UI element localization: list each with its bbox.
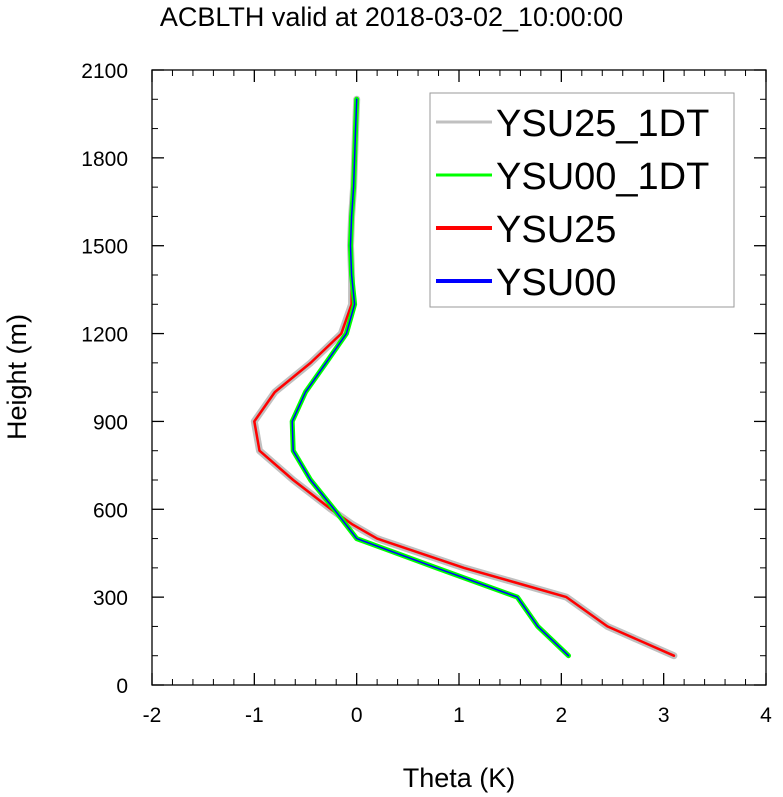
series-lines — [250, 95, 678, 660]
legend-label: YSU25_1DT — [496, 103, 709, 145]
legend-items: YSU25_1DT YSU00_1DT YSU25 YSU00 — [436, 103, 709, 304]
legend: YSU25_1DT YSU00_1DT YSU25 YSU00 — [429, 92, 735, 308]
x-tick-label: 0 — [351, 704, 363, 727]
y-axis-label: Height (m) — [2, 314, 32, 440]
y-tick-label: 1800 — [81, 148, 128, 171]
y-tick-label: 0 — [116, 675, 128, 698]
axis-ticks — [151, 69, 767, 686]
legend-box — [429, 92, 735, 308]
y-tick-label: 1200 — [81, 324, 128, 347]
y-tick-label: 2100 — [81, 60, 128, 83]
y-tick-label: 600 — [93, 499, 128, 522]
x-tick-label: 1 — [453, 704, 465, 727]
x-tick-label: 3 — [658, 704, 670, 727]
chart-title: ACBLTH valid at 2018-03-02_10:00:00 — [159, 2, 624, 32]
y-tick-label: 1500 — [81, 236, 128, 259]
legend-label: YSU00_1DT — [496, 156, 709, 198]
y-tick-label: 300 — [93, 587, 128, 610]
x-tick-label: 2 — [555, 704, 567, 727]
x-tick-label: -1 — [245, 704, 264, 727]
x-tick-label: -2 — [143, 704, 162, 727]
x-axis-label: Theta (K) — [403, 763, 516, 793]
legend-label: YSU25 — [496, 209, 616, 251]
x-tick-label: 4 — [760, 704, 772, 727]
axis-tick-labels: -2 -1 0 1 2 3 4 0 300 600 900 1200 1500 1800 2100 — [81, 60, 772, 727]
y-tick-label: 900 — [93, 411, 128, 434]
series-line-ysu00 — [291, 98, 570, 657]
legend-label: YSU00 — [496, 262, 616, 304]
